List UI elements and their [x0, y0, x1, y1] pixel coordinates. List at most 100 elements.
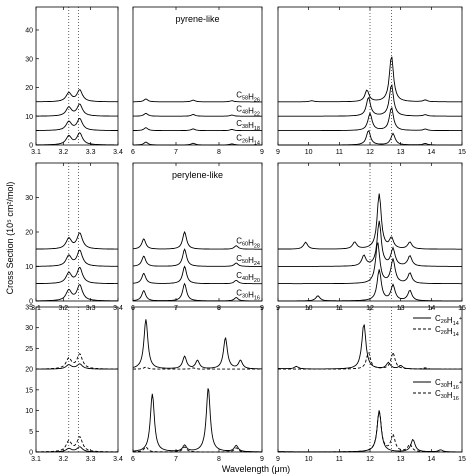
- formula-part: H: [447, 316, 453, 325]
- formula-part: C: [236, 254, 242, 263]
- legend-label: C26H14: [435, 325, 459, 338]
- series-label: C26H14: [236, 133, 260, 146]
- y-tick-label: 20: [25, 230, 33, 237]
- neutral-spectrum-line: [133, 446, 262, 453]
- y-tick-label: 15: [25, 387, 33, 394]
- x-tick-label: 10: [305, 149, 313, 156]
- x-tick-label: 9: [260, 149, 264, 156]
- series-label: C60H28: [236, 237, 260, 250]
- spectrum-line: [36, 117, 118, 131]
- x-tick-label: 15: [458, 149, 466, 156]
- formula-part: 20: [254, 278, 260, 284]
- panel-frame: [132, 306, 263, 453]
- x-axis-label: Wavelength (μm): [222, 464, 290, 474]
- y-tick-label: 0: [29, 299, 33, 306]
- series-label: C48H22: [236, 105, 260, 118]
- ion-spectrum-line: [36, 446, 118, 453]
- x-tick-label: 3.2: [58, 149, 68, 156]
- x-tick-label: 14: [427, 149, 435, 156]
- spectrum-line: [36, 232, 118, 250]
- formula-part: 14: [254, 140, 260, 146]
- formula-part: 24: [254, 261, 260, 267]
- formula-part: H: [248, 290, 254, 299]
- formula-part: 30: [441, 383, 447, 389]
- series-label: C58H26: [236, 90, 260, 103]
- formula-part: 60: [242, 242, 248, 248]
- formula-part: 26: [441, 330, 447, 336]
- x-tick-label: 14: [427, 456, 435, 463]
- panel-frame: [35, 162, 119, 302]
- formula-part: H: [248, 239, 254, 248]
- x-tick-label: 3.1: [31, 149, 41, 156]
- formula-part: C: [435, 378, 441, 387]
- formula-part: C: [236, 133, 242, 142]
- formula-part: 16: [254, 295, 260, 301]
- x-tick-label: 15: [458, 456, 466, 463]
- spectrum-line: [35, 132, 118, 146]
- y-tick-label: 10: [25, 114, 33, 121]
- formula-part: 48: [242, 110, 248, 116]
- series-label: C38H18: [236, 119, 260, 132]
- y-tick-label: 30: [25, 56, 33, 63]
- formula-part: 26: [242, 138, 248, 144]
- x-tick-label: 11: [336, 456, 343, 463]
- x-tick-label: 9: [276, 456, 280, 463]
- x-tick-label: 12: [366, 149, 374, 156]
- formula-part: C: [236, 90, 242, 99]
- spectrum-line: [132, 282, 262, 302]
- formula-part: C: [236, 288, 242, 297]
- spectrum-line: [278, 83, 462, 117]
- formula-part: 40: [242, 276, 248, 282]
- x-tick-label: 9: [276, 149, 280, 156]
- formula-part: 16: [453, 385, 459, 391]
- spectrum-line: [278, 220, 462, 267]
- spectrum-line: [36, 266, 118, 285]
- spectrum-line: [133, 230, 262, 250]
- spectrum-line: [132, 112, 262, 117]
- x-tick-label: 13: [397, 149, 405, 156]
- panel-frame: [132, 162, 263, 302]
- formula-part: +: [459, 380, 462, 386]
- formula-part: 16: [453, 396, 459, 402]
- formula-part: H: [447, 380, 453, 389]
- formula-part: 30: [441, 394, 447, 400]
- series-label: C30H16: [236, 288, 260, 301]
- formula-part: H: [447, 391, 453, 400]
- y-tick-label: 25: [25, 346, 33, 353]
- formula-part: C: [435, 314, 441, 323]
- y-tick-label: 10: [25, 408, 33, 415]
- panel-grid: 3.1 3.2 3.3 3.4 6 7 8 9 9 10 11 12 13 14 15010203040C5…: [25, 6, 466, 463]
- x-tick-label: 3.3: [86, 456, 96, 463]
- row-title: perylene-like: [172, 170, 223, 180]
- panel-frame: [35, 6, 119, 146]
- spectrum-line: [278, 193, 462, 250]
- formula-part: 14: [453, 321, 459, 327]
- formula-part: 26: [441, 319, 447, 325]
- formula-part: H: [248, 107, 254, 116]
- spectrum-line: [278, 106, 462, 132]
- legend-label: C30H16+: [435, 378, 462, 391]
- y-tick-label: 0: [29, 450, 33, 457]
- ion-spectrum-line: [36, 363, 118, 370]
- x-tick-label: 8: [217, 456, 221, 463]
- x-tick-label: 9: [260, 456, 264, 463]
- y-axis-label: Cross Section (10⁵ cm²/mol): [5, 182, 15, 295]
- y-tick-label: 30: [25, 195, 33, 202]
- x-tick-label: 11: [336, 149, 343, 156]
- legend-label: C26H14+: [435, 314, 462, 327]
- spectrum-line: [278, 242, 462, 285]
- x-tick-label: 3.4: [113, 456, 123, 463]
- formula-part: 18: [254, 126, 260, 132]
- x-tick-label: 10: [305, 456, 313, 463]
- y-tick-label: 10: [25, 264, 33, 271]
- formula-part: C: [236, 237, 242, 246]
- x-tick-label: 3.1: [31, 456, 41, 463]
- neutral-spectrum-line: [133, 366, 262, 370]
- x-tick-label: 8: [217, 149, 221, 156]
- x-tick-label: 7: [174, 149, 178, 156]
- y-tick-label: 20: [25, 85, 33, 92]
- x-tick-label: 7: [174, 456, 178, 463]
- legend-label: C30H16: [435, 389, 459, 402]
- formula-part: 38: [242, 124, 248, 130]
- formula-part: C: [236, 271, 242, 280]
